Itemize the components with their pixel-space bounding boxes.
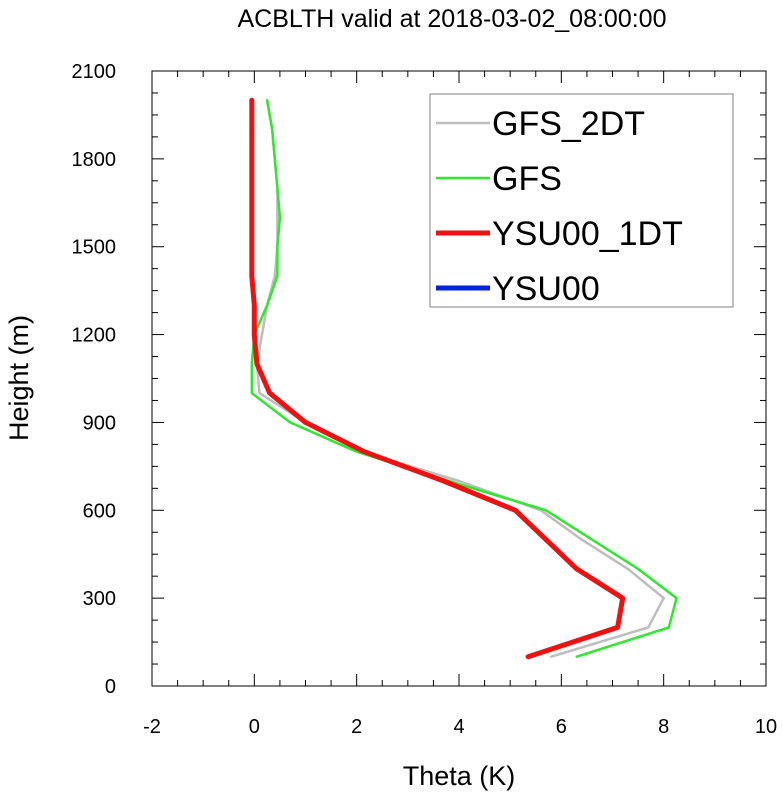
series-line-gfs [250, 99, 678, 658]
series-line-ysu00-1dt [249, 97, 626, 660]
y-tick-label: 600 [83, 500, 116, 522]
legend-label: GFS_2DT [492, 105, 645, 143]
x-tick-label: 8 [658, 716, 669, 738]
y-axis-title: Height (m) [4, 315, 34, 441]
legend-label: YSU00_1DT [492, 215, 683, 253]
plot-frame [151, 70, 767, 687]
x-axis-title: Theta (K) [403, 761, 516, 791]
x-tick-label: 4 [453, 716, 464, 738]
x-tick-label: 6 [556, 716, 567, 738]
x-tick-label: 10 [755, 716, 777, 738]
legend-label: GFS [492, 160, 562, 198]
y-tick-label: 300 [83, 588, 116, 610]
legend: GFS_2DT GFS YSU00_1DT YSU00 [429, 93, 734, 308]
legend-box [429, 93, 734, 308]
y-tick-label: 900 [83, 412, 116, 434]
tick-labels: -2 0 2 4 6 8 10 0 300 600 900 1200 1500 1800 2100 [72, 61, 778, 738]
x-tick-label: 2 [351, 716, 362, 738]
series-lines [249, 97, 678, 660]
x-tick-label: -2 [143, 716, 161, 738]
x-tick-label: 0 [249, 716, 260, 738]
y-tick-label: 1800 [72, 149, 117, 171]
y-tick-label: 1200 [72, 325, 117, 347]
y-tick-label: 2100 [72, 61, 117, 83]
y-tick-label: 1500 [72, 237, 117, 259]
legend-label: YSU00 [492, 270, 600, 308]
chart-title: ACBLTH valid at 2018-03-02_08:00:00 [238, 5, 667, 33]
y-tick-label: 0 [105, 676, 116, 698]
